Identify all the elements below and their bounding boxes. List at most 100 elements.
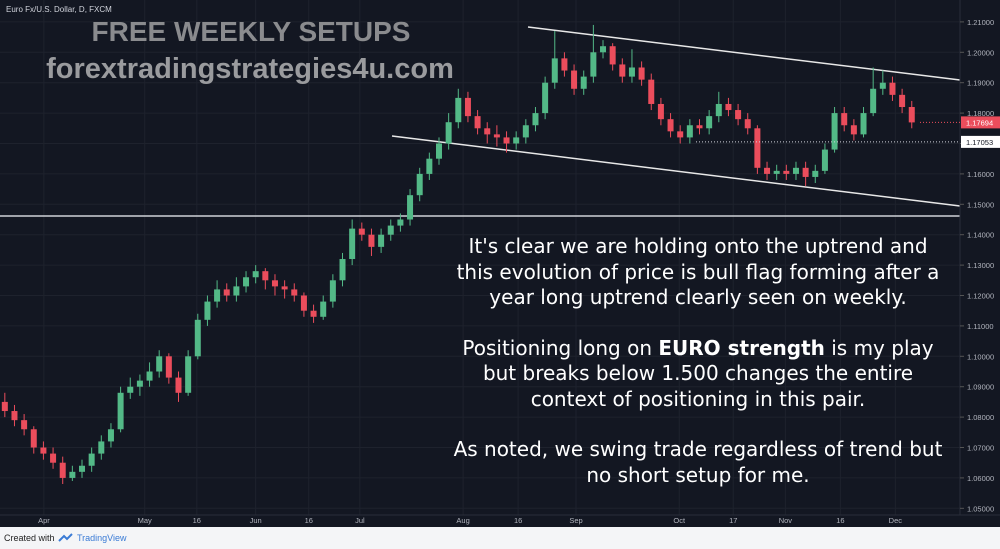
candle-body [271, 280, 278, 287]
annotation-text: As noted, we swing trade regardless of t… [453, 437, 943, 487]
candle-body [879, 82, 886, 89]
x-tick-label: 17 [729, 516, 737, 525]
candle-body [744, 119, 751, 129]
footer-brand[interactable]: TradingView [77, 533, 127, 543]
x-tick-label: 16 [193, 516, 201, 525]
candle-body [715, 103, 722, 117]
x-tick-label: Nov [779, 516, 793, 525]
candle-body [233, 286, 240, 296]
candle-body [600, 46, 607, 53]
symbol-title: Euro Fx/U.S. Dollar, D, FXCM [6, 5, 112, 14]
x-tick-label: Dec [889, 516, 903, 525]
annotation-emphasis: EURO strength [658, 335, 825, 360]
candle-body [908, 107, 915, 123]
x-tick-label: Aug [456, 516, 469, 525]
candle-body [416, 173, 423, 196]
watermark-title: FREE WEEKLY SETUPS [92, 16, 411, 47]
annotation-paragraph: It's clear we are holding onto the uptre… [450, 234, 946, 311]
y-tick-label: 1.09000 [967, 383, 994, 392]
candle-body [571, 70, 578, 89]
candle-body [426, 158, 433, 174]
candle-body [407, 195, 414, 220]
candle-body [657, 103, 664, 120]
candle-body [455, 97, 462, 123]
candle-body [21, 420, 28, 430]
candle-body [870, 88, 877, 114]
candle-body [609, 46, 616, 65]
candle-body [474, 116, 481, 129]
candle-body [262, 271, 269, 281]
candle-body [532, 113, 539, 126]
footer: Created with TradingView [0, 527, 1000, 549]
tradingview-logo [58, 533, 73, 542]
y-tick-label: 1.21000 [967, 18, 994, 27]
candle-body [435, 143, 442, 159]
candle-body [667, 119, 674, 132]
candle-body [358, 228, 365, 235]
y-tick-label: 1.10000 [967, 352, 994, 361]
candle-body [841, 113, 848, 126]
candle-body [194, 319, 201, 357]
candle-body [725, 103, 732, 111]
candle-body [831, 113, 838, 150]
candle-body [686, 125, 693, 138]
candle-body [503, 137, 510, 144]
reference-label-box [961, 135, 1000, 148]
x-tick-label: Jul [355, 516, 365, 525]
candle-body [11, 411, 18, 421]
candle-body [98, 441, 105, 454]
x-tick-label: Oct [673, 516, 686, 525]
candle-body [378, 234, 385, 247]
candle-body [522, 125, 529, 138]
candle-body [40, 447, 47, 454]
y-tick-label: 1.15000 [967, 200, 994, 209]
candle-body [638, 67, 645, 80]
candle-body [349, 228, 356, 260]
candle-body [243, 277, 250, 287]
candle-body [252, 271, 259, 278]
y-tick-label: 1.05000 [967, 504, 994, 513]
candle-body [561, 58, 568, 71]
candle-body [619, 64, 626, 77]
candle-body [764, 167, 771, 174]
axes: 1.05000 1.06000 1.07000 1.08000 1.09000 1.100… [38, 18, 1000, 525]
candle-body [754, 128, 761, 168]
y-tick-label: 1.19000 [967, 79, 994, 88]
candle-body [802, 167, 809, 177]
candle-body [850, 125, 857, 135]
candle-body [648, 79, 655, 104]
candle-body [339, 259, 346, 281]
annotation: It's clear we are holding onto the uptre… [450, 234, 946, 513]
x-tick-label: 16 [305, 516, 313, 525]
candle-body [30, 429, 37, 448]
chart: 1.05000 1.06000 1.07000 1.08000 1.09000 1.100… [0, 0, 1000, 525]
candle-body [281, 286, 288, 290]
footer-created: Created with [4, 533, 55, 543]
y-tick-label: 1.20000 [967, 48, 994, 57]
candle-body [107, 429, 114, 442]
candle-body [783, 170, 790, 174]
candle-body [368, 234, 375, 247]
candle-body [590, 52, 597, 77]
x-tick-label: Jun [250, 516, 262, 525]
candle-body [50, 453, 57, 463]
y-tick-label: 1.18000 [967, 109, 994, 118]
candle-body [69, 471, 76, 478]
candle-body [117, 392, 124, 430]
watermark-site: forextradingstrategies4u.com [46, 53, 454, 85]
candle-body [445, 122, 452, 144]
candle-body [387, 225, 394, 235]
lower-trendline [391, 135, 961, 207]
candle-body [204, 301, 211, 320]
candle-body [397, 219, 404, 226]
candle-body [146, 371, 153, 381]
candle-body [677, 131, 684, 138]
y-tick-label: 1.14000 [967, 231, 994, 240]
candle-body [860, 113, 867, 135]
candle-body [175, 377, 182, 393]
y-tick-label: 1.06000 [967, 474, 994, 483]
candle-body [214, 289, 221, 302]
candle-body [628, 67, 635, 77]
candle-body [484, 128, 491, 135]
